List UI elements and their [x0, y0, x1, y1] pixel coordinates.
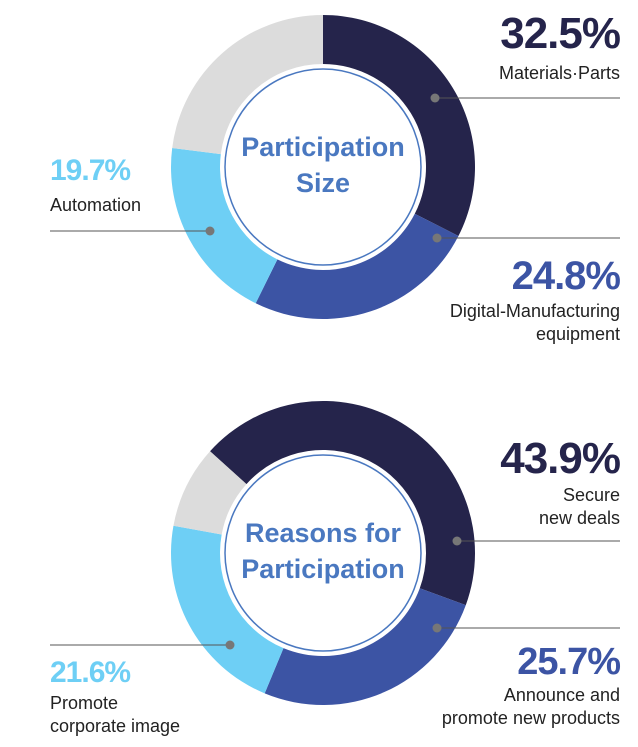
donut-segment: [264, 588, 466, 706]
value-label: 21.6%: [50, 656, 131, 689]
category-label: Digital-Manufacturing equipment: [449, 301, 620, 345]
leader-dot: [432, 233, 442, 243]
category-label: Promote corporate image: [50, 693, 181, 737]
category-label: Automation: [50, 195, 142, 215]
leader-dot: [225, 640, 235, 650]
donut-segment: [210, 400, 475, 606]
value-label: 32.5%: [500, 9, 621, 58]
center-ring: [224, 68, 422, 266]
donut-segment: [172, 15, 323, 155]
value-label: 19.7%: [50, 154, 131, 187]
donut-segment: [173, 451, 247, 535]
value-label: 43.9%: [500, 434, 621, 483]
leader-dot: [432, 623, 442, 633]
center-title: Participation Size: [241, 132, 405, 199]
leader-dot: [452, 536, 462, 546]
donut-segment: [323, 15, 475, 237]
value-label: 24.8%: [511, 254, 621, 298]
category-label: Materials·Parts: [498, 63, 620, 83]
category-label: Announce and promote new products: [441, 685, 620, 729]
donut-segment: [255, 213, 459, 319]
leader-dot: [205, 226, 215, 236]
value-label: 25.7%: [517, 641, 621, 683]
category-label: Secure new deals: [538, 485, 620, 529]
donut-segment: [170, 525, 284, 694]
center-title: Reasons for Participation: [241, 518, 405, 585]
donut-segment: [170, 147, 278, 304]
leader-dot: [430, 93, 440, 103]
center-ring: [224, 454, 422, 652]
